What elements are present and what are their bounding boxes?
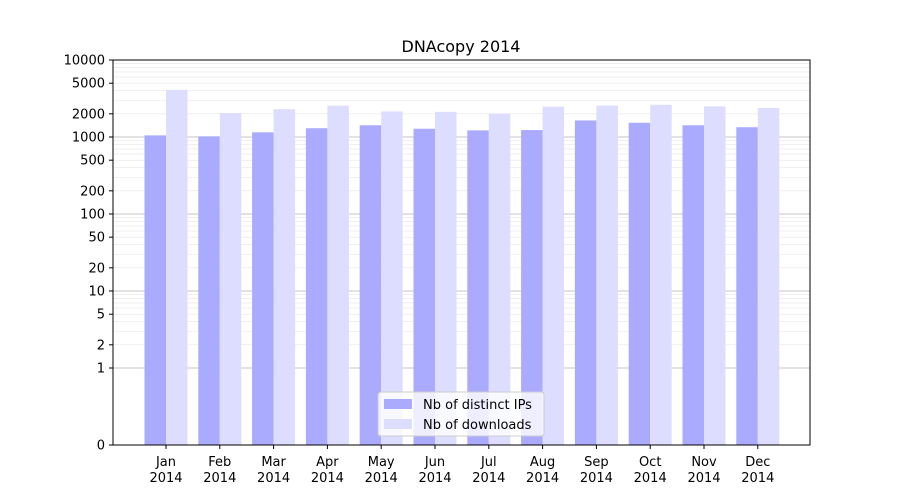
bar-downloads [219,112,242,446]
y-tick-label: 100 [80,208,105,223]
legend-box [377,391,545,437]
bar-downloads [327,105,349,445]
bar-distinct-ips [574,120,597,445]
bar-downloads [273,109,296,445]
x-tick-label-year: 2014 [687,471,720,486]
y-tick-label: 500 [80,154,105,169]
plot-area-frame [112,59,811,446]
x-tick-label-year: 2014 [634,471,667,486]
x-tick-label-month: Sep [584,455,609,470]
bar-downloads [704,106,726,446]
y-tick-label: 50 [88,231,105,246]
x-tick-label-month: Aug [530,455,555,470]
y-tick-label: 200 [80,184,105,199]
y-tick-label: 5000 [72,77,105,92]
bar-distinct-ips [144,135,166,446]
bar-distinct-ips [521,130,543,445]
bar-downloads [757,108,780,445]
y-tick-label: 1000 [72,131,105,146]
x-tick-label-month: Jan [155,455,176,470]
legend-label: Nb of distinct IPs [423,398,532,413]
bar-distinct-ips [359,125,382,445]
bar-downloads [488,113,511,445]
x-tick-label-month: May [368,455,395,470]
x-tick-label-month: Oct [639,455,661,470]
x-tick-label-month: Jul [480,455,497,470]
x-tick-label-month: Feb [208,455,231,470]
y-tick-label: 5 [97,308,105,323]
x-tick-label-year: 2014 [472,471,505,486]
bar-downloads [542,106,565,445]
x-tick-label-month: Jun [424,455,445,470]
x-tick-label-month: Apr [316,455,339,470]
chart-title: DNAcopy 2014 [402,37,521,56]
x-axis: Jan2014Feb2014Mar2014Apr2014May2014Jun20… [149,445,774,486]
x-tick-label-year: 2014 [580,471,613,486]
legend-swatch [384,419,412,429]
bar-distinct-ips [305,128,328,445]
y-axis: 0 1 2 5 10 20 50 100 200 500 1000 2000 5000 10000 [64,54,113,454]
y-tick-label: 10 [88,285,105,300]
x-tick-label-year: 2014 [418,471,451,486]
y-tick-label: 20 [88,261,105,276]
bar-distinct-ips [628,122,651,446]
bar-downloads [435,111,457,446]
legend-label: Nb of downloads [423,418,532,433]
y-tick-label: 2 [97,338,105,353]
y-tick-label: 0 [97,439,105,454]
y-tick-label: 2000 [72,107,105,122]
x-tick-label-year: 2014 [741,471,774,486]
x-tick-label-year: 2014 [311,471,344,486]
x-tick-label-month: Dec [745,455,770,470]
bar-distinct-ips [413,128,435,446]
bar-distinct-ips [467,130,489,446]
legend-swatch [384,399,412,409]
x-tick-label-year: 2014 [257,471,290,486]
bar-distinct-ips [198,136,220,446]
x-tick-label-year: 2014 [149,471,182,486]
bar-distinct-ips [736,127,758,446]
bar-downloads [381,111,403,446]
bar-distinct-ips [252,132,274,445]
x-tick-label-year: 2014 [203,471,236,486]
bar-downloads [166,89,188,445]
x-tick-label-year: 2014 [526,471,559,486]
bar-downloads [650,104,672,445]
x-tick-label-month: Mar [261,455,286,470]
bar-downloads [596,105,618,445]
bars [144,89,780,446]
legend: Nb of distinct IPs Nb of downloads [377,391,545,437]
x-tick-label-month: Nov [691,455,717,470]
x-tick-label-year: 2014 [365,471,398,486]
y-tick-label: 1 [97,362,105,377]
y-tick-label: 10000 [64,54,105,69]
bar-distinct-ips [682,125,704,445]
